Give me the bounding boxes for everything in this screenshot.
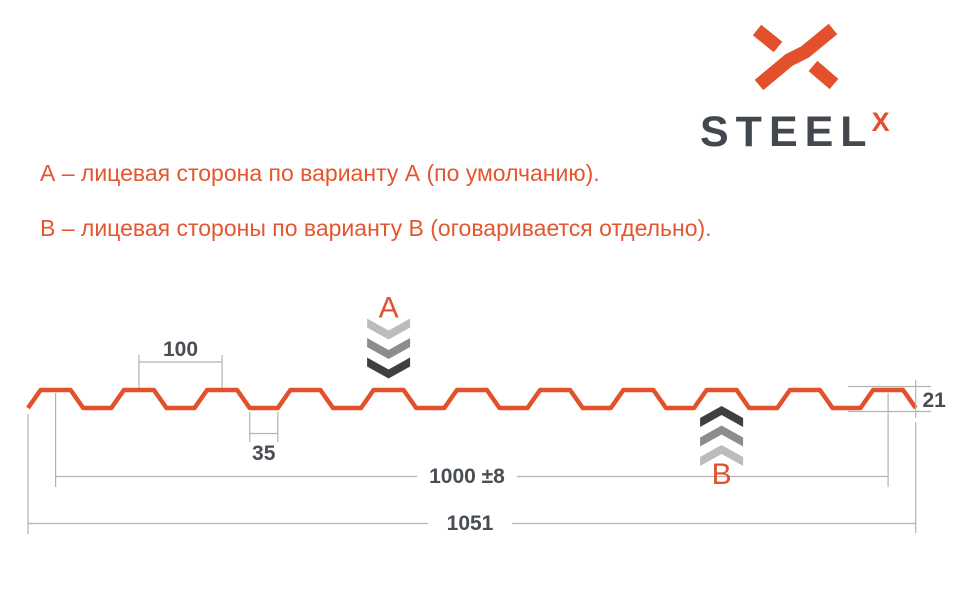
steelx-logo-icon <box>752 23 839 91</box>
logo: STEELX <box>698 12 928 156</box>
dim-label-working-width: 1000 ±8 <box>429 465 505 488</box>
logo-bar-se <box>808 60 839 90</box>
chevron-up-icon <box>700 425 744 447</box>
dim-working-width: 1000 ±8 <box>54 393 889 488</box>
logo-bar-nw <box>752 24 783 53</box>
dim-label-overall-width: 1051 <box>447 512 494 535</box>
dim-label-rib-pitch: 100 <box>163 338 198 361</box>
marker-back-side-b: В <box>700 406 744 491</box>
chevron-up-icon <box>700 406 744 427</box>
dim-overall-width: 1051 <box>27 414 917 535</box>
chevron-down-icon <box>367 318 411 340</box>
dim-label-height: 21 <box>923 389 947 412</box>
wordmark: STEELX <box>700 107 892 157</box>
profile-drawing: 100 35 21 1000 ±8 <box>26 292 946 535</box>
profile-outline <box>26 387 918 411</box>
marker-front-side-a: А <box>367 292 411 379</box>
chevron-up-icon <box>700 445 744 466</box>
brand-text: STEEL <box>700 108 874 156</box>
note-variant-a: А – лицевая сторона по варианту А (по ум… <box>40 160 600 186</box>
logo-bar-zigzag <box>754 23 838 91</box>
dim-valley-width: 35 <box>249 412 279 465</box>
chevron-down-icon <box>367 357 411 379</box>
chevron-down-icon <box>367 338 411 359</box>
marker-b-letter: В <box>712 458 732 491</box>
marker-a-letter: А <box>379 292 399 325</box>
note-variant-b: В – лицевая стороны по варианту В (огова… <box>40 215 712 241</box>
brand-sup-x: X <box>871 107 890 137</box>
dim-height: 21 <box>848 380 946 418</box>
dim-label-valley-width: 35 <box>252 442 276 465</box>
dim-rib-pitch: 100 <box>138 338 223 388</box>
